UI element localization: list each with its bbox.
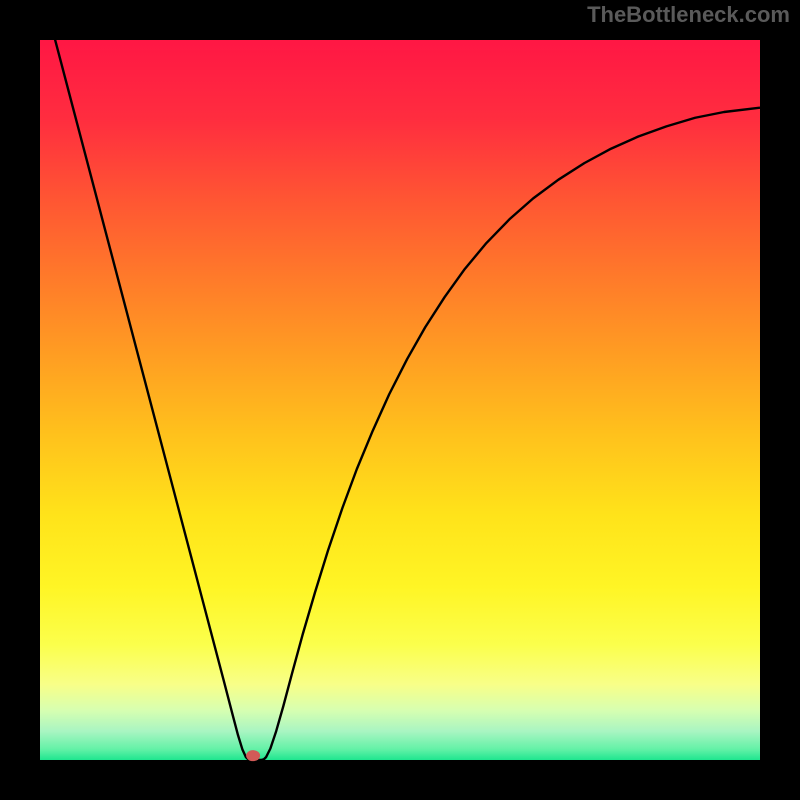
chart-background bbox=[40, 40, 760, 760]
bottleneck-chart bbox=[0, 0, 800, 800]
optimal-point-marker bbox=[246, 750, 260, 761]
chart-container: TheBottleneck.com bbox=[0, 0, 800, 800]
watermark-text: TheBottleneck.com bbox=[587, 2, 790, 28]
